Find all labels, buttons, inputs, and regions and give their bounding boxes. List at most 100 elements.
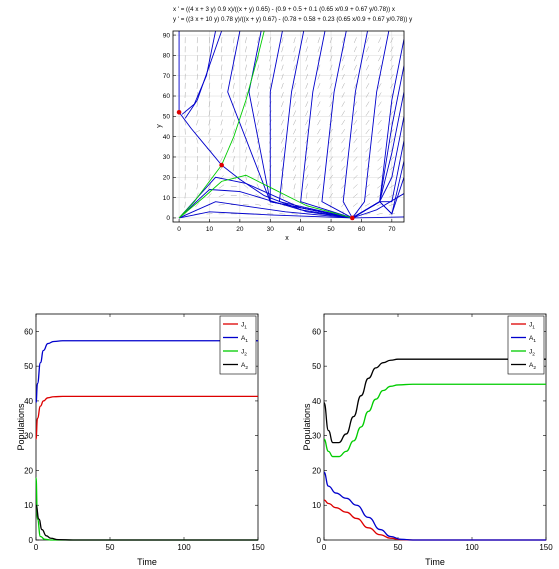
series-line-a2 (35, 504, 258, 541)
vector-field-arrow (208, 82, 211, 89)
vector-field-arrow (196, 192, 199, 199)
vector-field-arrow (257, 64, 260, 71)
phase-ytick-label: 60 (163, 93, 171, 100)
vector-field-arrow (317, 128, 321, 135)
series-line-a2 (323, 358, 546, 444)
vector-field-arrow (281, 46, 284, 53)
vector-field-arrow (377, 147, 382, 153)
vector-field-arrow (220, 110, 223, 117)
vector-field-arrow (305, 73, 309, 80)
vector-field-arrow (353, 55, 357, 62)
vector-field-arrow (280, 137, 284, 144)
vector-field-arrow (220, 64, 223, 71)
vector-field-arrow (208, 128, 211, 135)
trajectory-curve (178, 211, 353, 219)
right-ylabel: Populations (302, 403, 312, 451)
time-series-left: 0 50 100 150 0 10 20 30 40 50 60 J1 A1 J2 A2 (24, 313, 265, 552)
panel-ytick-label: 20 (24, 466, 33, 475)
vector-field-arrow (269, 82, 272, 89)
vector-field-arrow (293, 128, 297, 135)
vector-field-arrow (305, 55, 308, 62)
vector-field-arrow (257, 55, 260, 62)
vector-field-arrow (293, 101, 296, 108)
vector-field-arrow (280, 192, 284, 199)
vector-field-arrow (257, 37, 259, 44)
vector-field-arrow (219, 184, 225, 189)
vector-field-arrow (341, 73, 345, 80)
vector-field-arrow (208, 165, 211, 172)
vector-field-arrow (353, 83, 357, 89)
phase-ytick-label: 10 (163, 195, 171, 202)
panel-xtick-label: 0 (34, 543, 39, 552)
vector-field-arrow (378, 64, 382, 71)
vector-field-arrow (353, 147, 358, 153)
vector-field-arrow (341, 37, 345, 44)
panel-ytick-label: 40 (24, 397, 33, 406)
vector-field-arrow (305, 156, 309, 162)
vector-field-arrow (365, 110, 370, 116)
vector-field-arrow (317, 110, 321, 117)
vector-field-arrow (341, 119, 346, 126)
vector-field-arrow (305, 64, 309, 71)
vector-field-arrow (293, 92, 296, 98)
vector-field-arrow (232, 82, 235, 89)
trajectory-curve (181, 31, 216, 115)
panel-ytick-label: 10 (24, 501, 33, 510)
vector-field-arrow (232, 146, 236, 153)
vector-field-arrow (365, 156, 370, 162)
phase-xtick-label: 20 (236, 226, 244, 233)
vector-field-arrow (255, 203, 262, 206)
vector-field-arrow (257, 82, 260, 89)
vector-field-arrow (208, 110, 211, 117)
vector-field-arrow (293, 110, 297, 117)
vector-field-arrow (196, 119, 199, 126)
vector-field-arrow (329, 73, 333, 80)
panel-ytick-label: 50 (312, 362, 321, 371)
vector-field-arrow (280, 147, 284, 153)
trajectory-curve (300, 31, 353, 219)
phase-equation-x: x ' = ((4 x + 3 y) 0.9 x)/((x + y) 0.65)… (173, 6, 396, 13)
vector-field-arrow (207, 183, 212, 190)
vector-field-arrow (317, 174, 321, 180)
legend-box (507, 315, 545, 375)
vector-field-arrow (220, 137, 223, 144)
vector-field-arrow (244, 128, 248, 135)
vector-field-arrow (208, 174, 211, 181)
trajectory-curve (352, 216, 404, 219)
panel-ytick-label: 60 (24, 327, 33, 336)
vector-field-arrow (329, 192, 333, 199)
vector-field-arrow (196, 183, 199, 190)
vector-field-arrow (365, 83, 370, 89)
phase-xtick-label: 30 (267, 226, 275, 233)
vector-field-arrow (232, 73, 235, 80)
trajectory-curve (352, 177, 404, 219)
panel-xtick-label: 50 (106, 543, 115, 552)
vector-field-arrow (377, 83, 382, 89)
vector-field-arrow (267, 203, 274, 206)
vector-field-arrow (341, 101, 345, 107)
trajectory-curve (351, 31, 390, 219)
phase-ytick-label: 90 (163, 32, 171, 39)
vector-field-arrow (256, 146, 260, 153)
phase-xtick-label: 40 (297, 226, 305, 233)
vector-field-arrow (364, 202, 371, 207)
panel-xtick-label: 0 (322, 543, 327, 552)
vector-field-arrow (255, 193, 261, 198)
phase-xlabel: x (285, 235, 289, 242)
vector-field-arrow (232, 110, 235, 117)
vector-field-arrow (218, 194, 225, 197)
separatrix-curve (178, 174, 353, 219)
vector-field-arrow (281, 37, 284, 44)
vector-field-arrow (279, 213, 286, 215)
phase-xtick-label: 10 (206, 226, 214, 233)
vector-field-arrow (329, 165, 334, 171)
trajectory-curve (178, 112, 222, 166)
panel-xtick-label: 50 (394, 543, 403, 552)
series-line-a1 (323, 471, 546, 541)
vector-field-arrow (291, 213, 298, 215)
vector-field-arrow (281, 82, 284, 89)
vector-field-arrow (220, 92, 223, 98)
vector-field-arrow (390, 64, 394, 71)
vector-field-arrow (208, 119, 211, 126)
vector-field-arrow (317, 119, 321, 126)
